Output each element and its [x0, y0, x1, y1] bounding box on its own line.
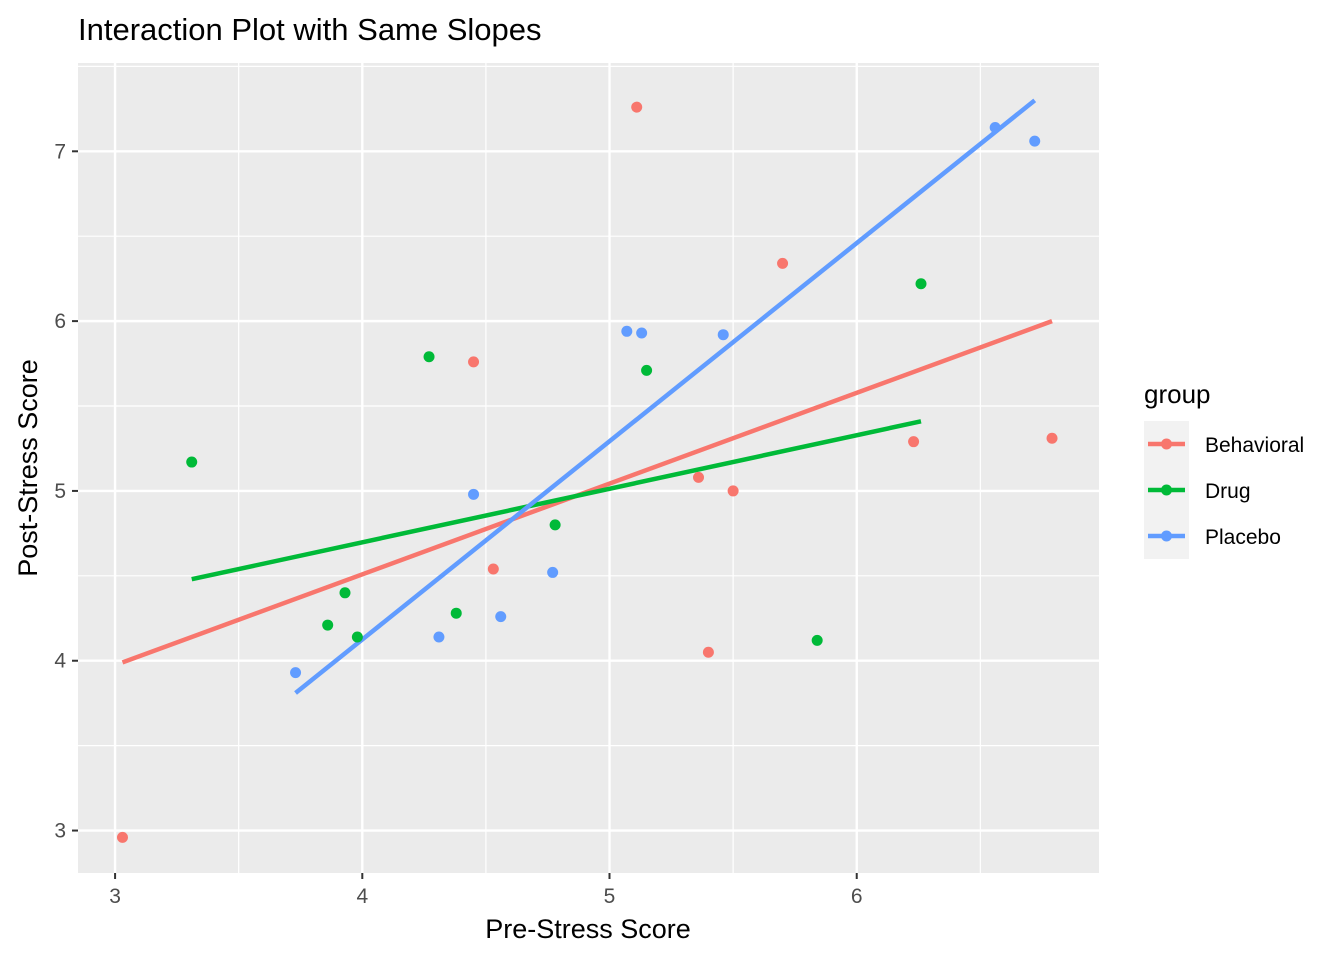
- point-behavioral: [1046, 432, 1058, 444]
- point-placebo: [1029, 135, 1041, 147]
- legend: group Behavioral Drug Placebo: [1144, 379, 1304, 559]
- point-drug: [450, 607, 462, 619]
- x-tick-label: 3: [109, 885, 121, 908]
- legend-label-placebo: Placebo: [1205, 526, 1281, 549]
- point-drug: [915, 278, 927, 290]
- y-tick-label: 4: [54, 650, 66, 673]
- x-axis-title: Pre-Stress Score: [485, 914, 691, 944]
- point-behavioral: [908, 436, 920, 448]
- point-drug: [549, 519, 561, 531]
- point-behavioral: [777, 257, 789, 269]
- point-placebo: [717, 329, 729, 341]
- point-behavioral: [116, 831, 128, 843]
- fit-line-drug: [191, 419, 922, 582]
- x-tick-label: 5: [604, 885, 616, 908]
- legend-items: Behavioral Drug Placebo: [1144, 421, 1304, 559]
- point-drug: [811, 634, 823, 646]
- x-tick-label: 6: [851, 885, 863, 908]
- point-drug: [322, 619, 334, 631]
- point-placebo: [495, 611, 507, 623]
- point-behavioral: [702, 646, 714, 658]
- fit-lines: [121, 98, 1053, 695]
- y-tick-label: 5: [54, 480, 66, 503]
- chart-title: Interaction Plot with Same Slopes: [78, 12, 542, 47]
- legend-item-placebo: Placebo: [1144, 513, 1281, 559]
- legend-label-behavioral: Behavioral: [1205, 434, 1304, 457]
- legend-label-drug: Drug: [1205, 480, 1251, 503]
- legend-point-placebo: [1161, 530, 1172, 542]
- point-placebo: [433, 631, 445, 643]
- plot-panel: [78, 63, 1099, 873]
- y-axis-title: Post-Stress Score: [13, 359, 43, 577]
- legend-point-drug: [1161, 484, 1172, 496]
- legend-item-drug: Drug: [1144, 467, 1251, 513]
- point-placebo: [636, 327, 648, 339]
- fit-line-placebo: [294, 98, 1037, 695]
- point-placebo: [621, 325, 633, 337]
- x-axis: 3 4 5 6: [109, 873, 863, 908]
- y-axis: 3 4 5 6 7: [54, 140, 78, 843]
- point-drug: [351, 631, 363, 643]
- y-tick-label: 7: [54, 140, 66, 163]
- point-placebo: [989, 122, 1001, 134]
- x-tick-label: 4: [356, 885, 368, 908]
- point-placebo: [547, 566, 559, 578]
- legend-item-behavioral: Behavioral: [1144, 421, 1304, 467]
- grid-major: [78, 63, 1099, 873]
- point-behavioral: [487, 563, 499, 575]
- point-behavioral: [693, 471, 705, 483]
- y-tick-label: 6: [54, 310, 66, 333]
- point-placebo: [468, 488, 480, 500]
- point-drug: [641, 364, 653, 376]
- point-behavioral: [727, 485, 739, 497]
- grid-minor: [78, 63, 1099, 873]
- y-tick-label: 3: [54, 820, 66, 843]
- point-drug: [339, 587, 351, 599]
- legend-point-behavioral: [1161, 438, 1172, 450]
- point-drug: [186, 456, 198, 468]
- data-points: [116, 101, 1058, 843]
- legend-title: group: [1144, 379, 1211, 409]
- point-drug: [423, 351, 435, 363]
- point-behavioral: [468, 356, 480, 368]
- point-placebo: [290, 667, 302, 679]
- point-behavioral: [631, 101, 643, 113]
